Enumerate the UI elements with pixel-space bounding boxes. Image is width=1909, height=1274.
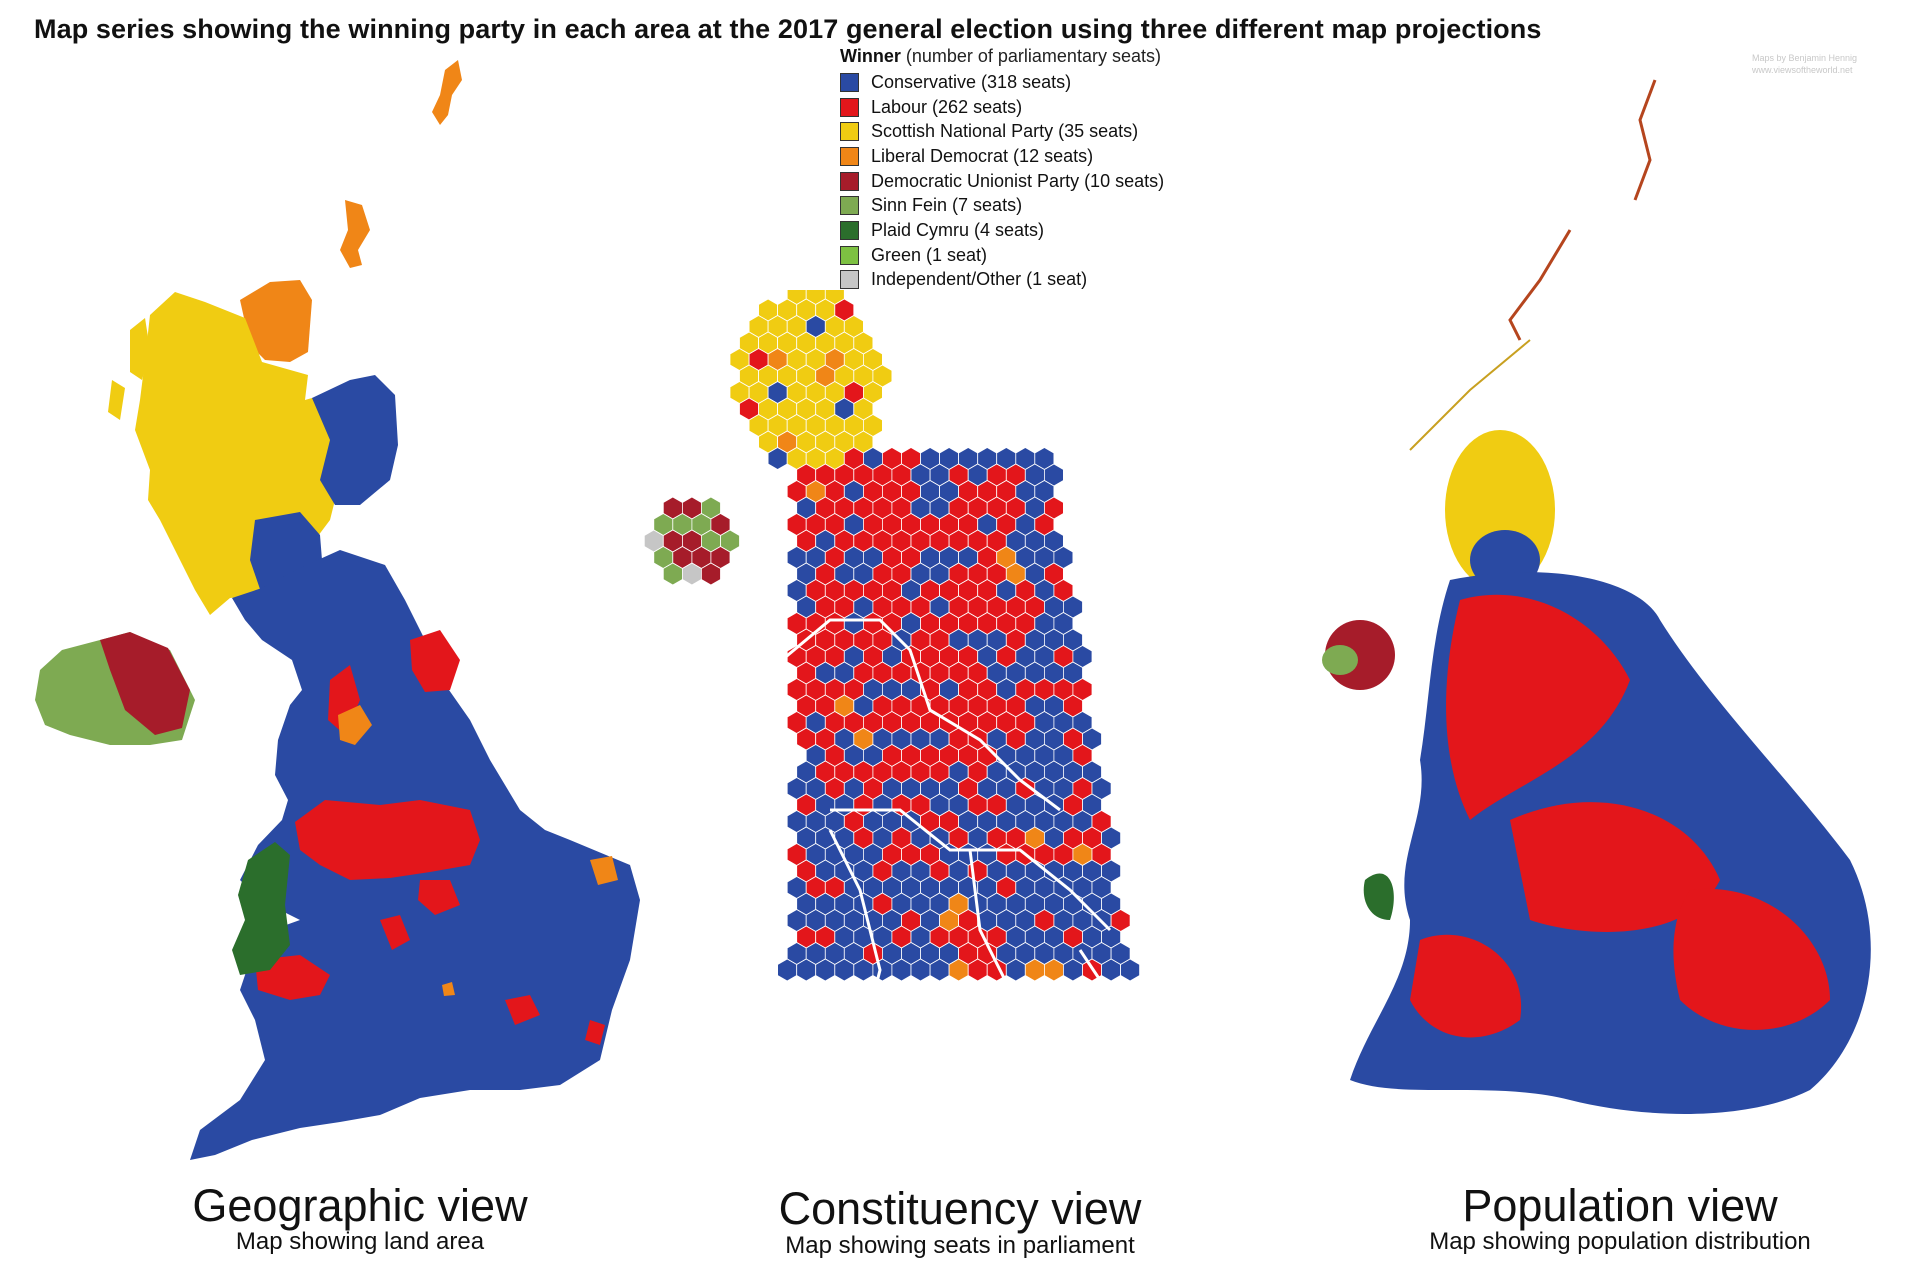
- legend-swatch-dup: [840, 171, 859, 191]
- population-england-wales: [1350, 572, 1871, 1114]
- legend-title: Winner: [840, 46, 901, 66]
- legend-label: Green (1 seat): [871, 244, 988, 265]
- legend-item-plaid-cymru: Plaid Cymru (4 seats): [840, 218, 1164, 243]
- legend-subtitle: (number of parliamentary seats): [905, 46, 1161, 66]
- credit-url: www.viewsoftheworld.net: [1752, 65, 1853, 75]
- legend-item-sinn-fein: Sinn Fein (7 seats): [840, 193, 1164, 218]
- legend-label: Conservative (318 seats): [871, 71, 1072, 92]
- constituency-hex: [700, 562, 721, 586]
- region-boundary-line: [830, 808, 1112, 932]
- legend-label: Labour (262 seats): [871, 96, 1023, 117]
- legend-heading: Winner (number of parliamentary seats): [840, 46, 1164, 67]
- geographic-view-subtitle: Map showing land area: [235, 1228, 485, 1255]
- geographic-map: [35, 60, 640, 1160]
- region-boundary-line: [968, 849, 1042, 1071]
- population-view-subtitle: Map showing population distribution: [1429, 1228, 1811, 1255]
- region-boundaries: [769, 618, 1221, 1071]
- region-boundary-line: [828, 829, 882, 1011]
- constituency-hexagons: [643, 290, 1141, 982]
- legend-label: Scottish National Party (35 seats): [871, 121, 1139, 142]
- wales-plaid-cymru: [232, 842, 290, 975]
- legend-label: Plaid Cymru (4 seats): [871, 219, 1045, 240]
- population-view-title: Population view: [1462, 1180, 1778, 1231]
- legend-item-dup: Democratic Unionist Party (10 seats): [840, 169, 1164, 194]
- libdem-areas: [338, 705, 618, 996]
- map-credit: Maps by Benjamin Hennig www.viewsofthewo…: [1752, 52, 1857, 76]
- legend-swatch-sinn-fein: [840, 196, 859, 216]
- legend-label: Democratic Unionist Party (10 seats): [871, 170, 1165, 191]
- legend-swatch-labour: [840, 97, 859, 117]
- legend-label: Independent/Other (1 seat): [871, 269, 1088, 290]
- population-scotland-islands: [1409, 79, 1657, 451]
- legend-label: Sinn Fein (7 seats): [871, 195, 1023, 216]
- legend: Winner (number of parliamentary seats) C…: [840, 46, 1164, 292]
- legend-swatch-plaid-cymru: [840, 220, 859, 240]
- region-boundary-line: [1078, 949, 1221, 1062]
- legend-swatch-snp: [840, 122, 859, 142]
- legend-swatch-libdem: [840, 146, 859, 166]
- legend-item-libdem: Liberal Democrat (12 seats): [840, 144, 1164, 169]
- legend-label: Liberal Democrat (12 seats): [871, 145, 1094, 166]
- england-labour-areas: [255, 630, 605, 1045]
- page-title: Map series showing the winning party in …: [34, 14, 1542, 44]
- constituency-hex: [1120, 958, 1141, 982]
- legend-item-labour: Labour (262 seats): [840, 95, 1164, 120]
- credit-author: Maps by Benjamin Hennig: [1752, 53, 1858, 63]
- population-scotland: [1445, 430, 1555, 590]
- legend-item-snp: Scottish National Party (35 seats): [840, 119, 1164, 144]
- orkney-shetland-islands: [340, 60, 462, 268]
- constituency-map: [643, 290, 1221, 1071]
- legend-swatch-green: [840, 245, 859, 265]
- legend-item-green: Green (1 seat): [840, 243, 1164, 268]
- population-northern-ireland: [1322, 620, 1395, 690]
- scotland-west-isles: [108, 318, 150, 420]
- scotland-highlands: [240, 280, 312, 362]
- constituency-view-title: Constituency view: [778, 1183, 1142, 1234]
- legend-item-conservative: Conservative (318 seats): [840, 70, 1164, 95]
- northern-ireland: [35, 632, 195, 745]
- legend-swatch-conservative: [840, 72, 859, 92]
- constituency-view-subtitle: Map showing seats in parliament: [785, 1232, 1135, 1259]
- population-map: [1322, 79, 1871, 1114]
- geographic-view-title: Geographic view: [192, 1180, 528, 1231]
- legend-item-independent: Independent/Other (1 seat): [840, 268, 1164, 293]
- legend-swatch-independent: [840, 270, 859, 290]
- region-boundary-line: [769, 618, 1061, 812]
